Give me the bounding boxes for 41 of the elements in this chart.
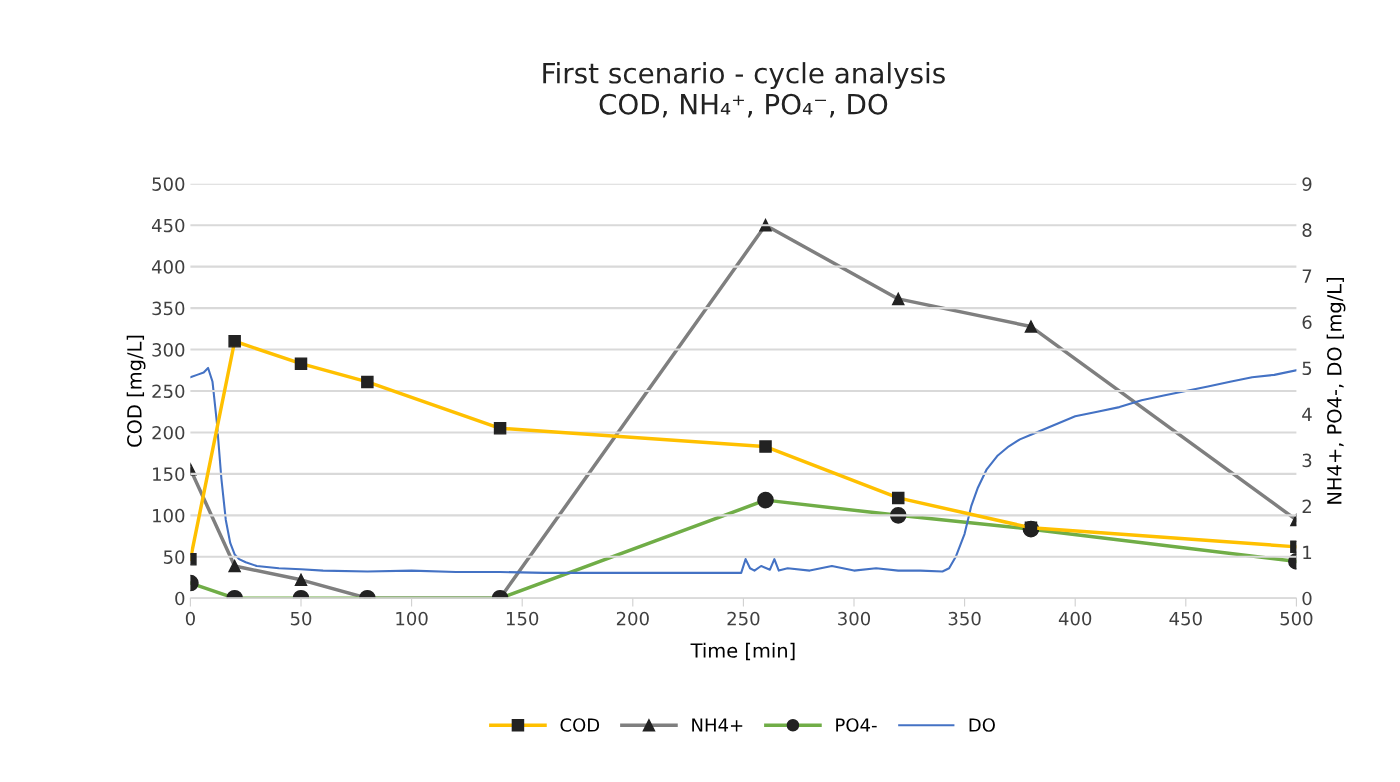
- y-tick-label: 100: [153, 508, 185, 523]
- y2-tick-label: 9: [1302, 177, 1312, 191]
- y2-tick-label: 8: [1302, 223, 1312, 237]
- x-tick-label: 200: [616, 611, 649, 626]
- y2-tick-label: 2: [1302, 499, 1311, 513]
- chart-title: First scenario - cycle analysis COD, NH₄⁺, PO₄⁻, DO: [543, 62, 945, 118]
- line-series: [190, 366, 1297, 574]
- y-tick-label: 400: [151, 260, 185, 274]
- y2-axis-title: NH4+, PO4-, DO [mg/L]: [1326, 278, 1346, 504]
- y-tick-label: 500: [152, 177, 185, 191]
- legend-label: PO4-: [836, 718, 877, 732]
- y-axis-title: COD [mg/L]: [126, 335, 146, 447]
- y-tick-label: 200: [152, 425, 185, 440]
- x-tick-label: 350: [948, 611, 981, 626]
- y-tick-label: 150: [153, 467, 185, 482]
- y-tick-label: 50: [163, 550, 185, 564]
- y2-tick-label: 7: [1302, 269, 1312, 283]
- x-tick-label: 100: [396, 611, 428, 626]
- y-tick-label: 300: [152, 343, 185, 357]
- x-tick-label: 400: [1058, 611, 1092, 626]
- x-tick-label: 150: [506, 611, 539, 626]
- y2-tick-label: 0: [1302, 591, 1312, 606]
- legend-label: NH4+: [692, 718, 743, 732]
- legend-label: DO: [969, 718, 995, 732]
- y2-tick-label: 6: [1302, 315, 1312, 330]
- x-tick-label: 500: [1280, 611, 1313, 626]
- x-tick-label: 250: [727, 611, 760, 626]
- y-tick-label: 450: [151, 218, 185, 233]
- y-tick-label: 250: [152, 384, 185, 399]
- y2-tick-label: 3: [1302, 453, 1312, 468]
- y-tick-label: 350: [152, 301, 185, 316]
- y2-tick-label: 4: [1302, 407, 1312, 421]
- x-tick-label: 0: [185, 611, 195, 626]
- x-axis-title: Time [min]: [690, 642, 795, 661]
- x-tick-label: 50: [290, 611, 312, 626]
- y2-tick-label: 5: [1302, 361, 1312, 376]
- y-tick-label: 0: [175, 591, 185, 606]
- x-tick-label: 300: [838, 611, 871, 626]
- x-tick-label: 450: [1169, 611, 1202, 626]
- y2-tick-label: 1: [1303, 545, 1312, 560]
- legend-label: COD: [560, 718, 600, 732]
